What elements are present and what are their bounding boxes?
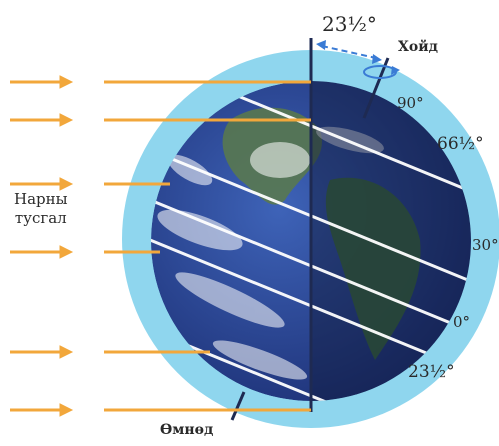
latitude-label-66: 66½° (437, 134, 484, 154)
south-label: Өмнөд (160, 422, 214, 438)
latitude-line-23s (151, 238, 471, 377)
latitude-line-30 (151, 148, 471, 287)
sun-ray-arrow (10, 345, 210, 359)
axial-tilt-label: 23½° (322, 12, 377, 36)
south-america-land (325, 177, 421, 360)
sun-rays-label-line2: туcгал (14, 209, 67, 227)
sun-ray-arrow (10, 113, 311, 127)
rotation-axis-south (230, 391, 246, 421)
rotation-axis-north (362, 57, 390, 119)
latitude-line-0 (151, 198, 471, 337)
sun-ray-arrow (10, 177, 170, 191)
sun-rays-label: Нарны туcгал (14, 190, 68, 228)
latitude-label-90: 90° (397, 94, 424, 112)
north-label: Хойд (398, 39, 438, 55)
latitude-label-30: 30° (472, 236, 499, 254)
tilt-angle-arrow (316, 40, 382, 64)
latitude-label-23: 23½° (408, 362, 455, 382)
sun-rays-label-line1: Нарны (14, 190, 68, 208)
sun-ray-arrow (10, 245, 160, 259)
latitude-label-0: 0° (453, 313, 471, 331)
sun-ray-arrow (10, 403, 311, 417)
rotation-arrowhead (391, 66, 400, 75)
sun-ray-arrows (10, 75, 311, 417)
sun-ray-arrow (10, 75, 311, 89)
